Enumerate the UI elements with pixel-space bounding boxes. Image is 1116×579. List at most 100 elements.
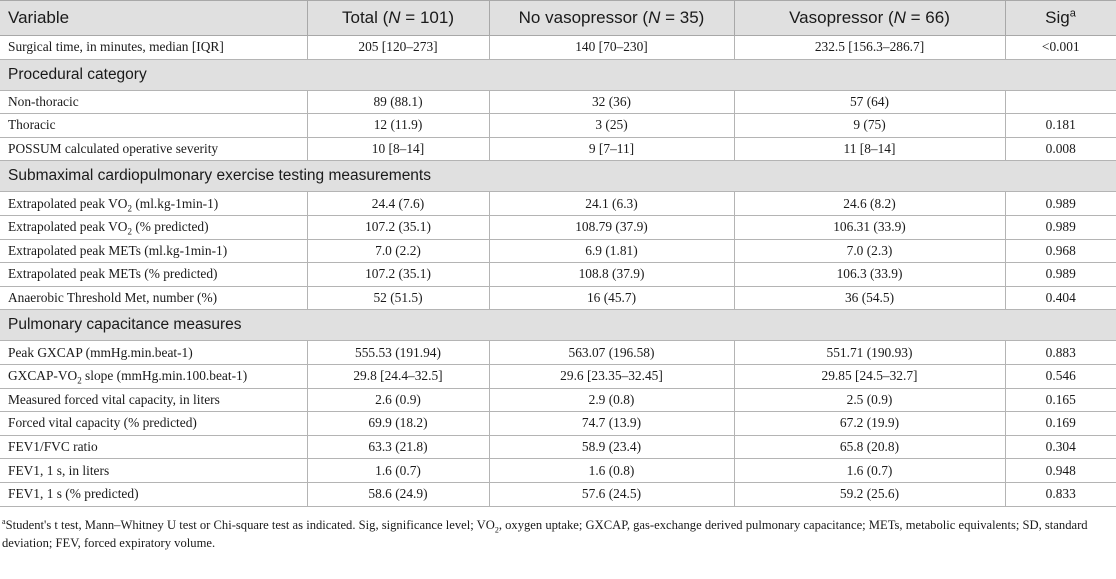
cell-no-vasopressor: 563.07 (196.58) <box>488 340 735 365</box>
cell-total: 12 (11.9) <box>306 113 490 138</box>
cell-total: 69.9 (18.2) <box>306 411 490 436</box>
cell-total: 205 [120–273] <box>306 35 490 60</box>
cell-no-vasopressor: 32 (36) <box>488 89 735 115</box>
cell-vasopressor: 2.5 (0.9) <box>733 387 1006 413</box>
cell-vasopressor: 106.3 (33.9) <box>733 262 1006 287</box>
cell-sig: 0.948 <box>1004 458 1116 483</box>
table-row: Extrapolated peak VO2 (% predicted) 107.… <box>0 214 1116 240</box>
cell-sig: 0.968 <box>1004 238 1116 264</box>
cell-total: 107.2 (35.1) <box>306 214 490 240</box>
header-variable: Variable <box>0 0 308 36</box>
cell-sig: 0.989 <box>1004 262 1116 287</box>
row-label: Extrapolated peak VO2 (ml.kg-1min-1) <box>0 191 308 216</box>
row-label: Measured forced vital capacity, in liter… <box>0 387 308 413</box>
cell-vasopressor: 36 (54.5) <box>733 285 1006 311</box>
cell-no-vasopressor: 24.1 (6.3) <box>488 191 735 216</box>
section-cpet-measurements: Submaximal cardiopulmonary exercise test… <box>0 160 1116 193</box>
table-row: FEV1, 1 s (% predicted) 58.6 (24.9) 57.6… <box>0 481 1116 507</box>
row-label: Extrapolated peak VO2 (% predicted) <box>0 214 308 240</box>
cell-no-vasopressor: 74.7 (13.9) <box>488 411 735 436</box>
cell-vasopressor: 65.8 (20.8) <box>733 434 1006 460</box>
cell-sig: <0.001 <box>1004 35 1116 60</box>
cell-total: 555.53 (191.94) <box>306 340 490 365</box>
cell-vasopressor: 106.31 (33.9) <box>733 214 1006 240</box>
cell-vasopressor: 29.85 [24.5–32.7] <box>733 363 1006 389</box>
cell-sig: 0.883 <box>1004 340 1116 365</box>
cell-sig: 0.833 <box>1004 481 1116 507</box>
table-row: FEV1, 1 s, in liters 1.6 (0.7) 1.6 (0.8)… <box>0 458 1116 483</box>
cell-vasopressor: 11 [8–14] <box>733 136 1006 162</box>
cell-total: 2.6 (0.9) <box>306 387 490 413</box>
header-total: Total (N = 101) <box>307 0 490 36</box>
cell-vasopressor: 1.6 (0.7) <box>733 458 1006 483</box>
cell-no-vasopressor: 58.9 (23.4) <box>488 434 735 460</box>
footnote-text: Student's t test, Mann–Whitney U test or… <box>5 517 495 532</box>
cell-no-vasopressor: 29.6 [23.35–32.45] <box>488 363 735 389</box>
cell-total: 1.6 (0.7) <box>306 458 490 483</box>
cell-sig: 0.546 <box>1004 363 1116 389</box>
cell-total: 24.4 (7.6) <box>306 191 490 216</box>
row-label: Forced vital capacity (% predicted) <box>0 411 308 436</box>
table-row: GXCAP-VO2 slope (mmHg.min.100.beat-1) 29… <box>0 363 1116 389</box>
row-label: Peak GXCAP (mmHg.min.beat-1) <box>0 340 308 365</box>
cell-sig: 0.989 <box>1004 191 1116 216</box>
row-label: GXCAP-VO2 slope (mmHg.min.100.beat-1) <box>0 363 308 389</box>
cell-no-vasopressor: 1.6 (0.8) <box>488 458 735 483</box>
cell-vasopressor: 67.2 (19.9) <box>733 411 1006 436</box>
cell-no-vasopressor: 6.9 (1.81) <box>488 238 735 264</box>
footnote-text-continued: , oxygen uptake; GXCAP, gas-exchange der… <box>2 517 1088 550</box>
table-row: Surgical time, in minutes, median [IQR] … <box>0 35 1116 60</box>
cell-vasopressor: 59.2 (25.6) <box>733 481 1006 507</box>
cell-total: 89 (88.1) <box>306 89 490 115</box>
section-row: Submaximal cardiopulmonary exercise test… <box>0 160 1116 193</box>
footnote-marker: a <box>2 516 6 526</box>
section-procedural-category: Procedural category <box>0 58 1116 91</box>
cell-total: 58.6 (24.9) <box>306 481 490 507</box>
cell-sig: 0.181 <box>1004 113 1116 138</box>
cell-no-vasopressor: 108.8 (37.9) <box>488 262 735 287</box>
row-label: FEV1, 1 s (% predicted) <box>0 481 308 507</box>
cell-total: 63.3 (21.8) <box>306 434 490 460</box>
table-row: Extrapolated peak METs (ml.kg-1min-1) 7.… <box>0 238 1116 264</box>
cell-vasopressor: 57 (64) <box>733 89 1006 115</box>
cell-vasopressor: 24.6 (8.2) <box>733 191 1006 216</box>
cell-no-vasopressor: 57.6 (24.5) <box>488 481 735 507</box>
cell-sig: 0.404 <box>1004 285 1116 311</box>
cell-total: 29.8 [24.4–32.5] <box>306 363 490 389</box>
section-row: Procedural category <box>0 58 1116 91</box>
table-row: POSSUM calculated operative severity 10 … <box>0 136 1116 162</box>
row-label: FEV1/FVC ratio <box>0 434 308 460</box>
table-row: Anaerobic Threshold Met, number (%) 52 (… <box>0 285 1116 311</box>
section-row: Pulmonary capacitance measures <box>0 309 1116 342</box>
cell-vasopressor: 9 (75) <box>733 113 1006 138</box>
cell-total: 7.0 (2.2) <box>306 238 490 264</box>
row-label: POSSUM calculated operative severity <box>0 136 308 162</box>
cell-sig <box>1004 89 1116 115</box>
header-vasopressor: Vasopressor (N = 66) <box>734 0 1006 36</box>
row-label: Extrapolated peak METs (% predicted) <box>0 262 308 287</box>
header-no-vasopressor: No vasopressor (N = 35) <box>489 0 735 36</box>
table-row: Thoracic 12 (11.9) 3 (25) 9 (75) 0.181 <box>0 113 1116 138</box>
cell-vasopressor: 551.71 (190.93) <box>733 340 1006 365</box>
row-label: FEV1, 1 s, in liters <box>0 458 308 483</box>
footnote-subscript: 2 <box>494 525 499 535</box>
cell-no-vasopressor: 2.9 (0.8) <box>488 387 735 413</box>
cell-sig: 0.169 <box>1004 411 1116 436</box>
cell-vasopressor: 232.5 [156.3–286.7] <box>733 35 1006 60</box>
row-label: Extrapolated peak METs (ml.kg-1min-1) <box>0 238 308 264</box>
table-row: Extrapolated peak VO2 (ml.kg-1min-1) 24.… <box>0 191 1116 216</box>
table-row: Extrapolated peak METs (% predicted) 107… <box>0 262 1116 287</box>
cell-total: 10 [8–14] <box>306 136 490 162</box>
table-row: FEV1/FVC ratio 63.3 (21.8) 58.9 (23.4) 6… <box>0 434 1116 460</box>
header-sig: Siga <box>1005 0 1116 36</box>
cell-total: 107.2 (35.1) <box>306 262 490 287</box>
results-table: Variable Total (N = 101) No vasopressor … <box>0 0 1116 507</box>
cell-no-vasopressor: 3 (25) <box>488 113 735 138</box>
cell-no-vasopressor: 16 (45.7) <box>488 285 735 311</box>
table-row: Non-thoracic 89 (88.1) 32 (36) 57 (64) <box>0 89 1116 115</box>
row-label: Thoracic <box>0 113 308 138</box>
cell-no-vasopressor: 9 [7–11] <box>488 136 735 162</box>
row-label: Non-thoracic <box>0 89 308 115</box>
cell-sig: 0.989 <box>1004 214 1116 240</box>
table-row: Peak GXCAP (mmHg.min.beat-1) 555.53 (191… <box>0 340 1116 365</box>
